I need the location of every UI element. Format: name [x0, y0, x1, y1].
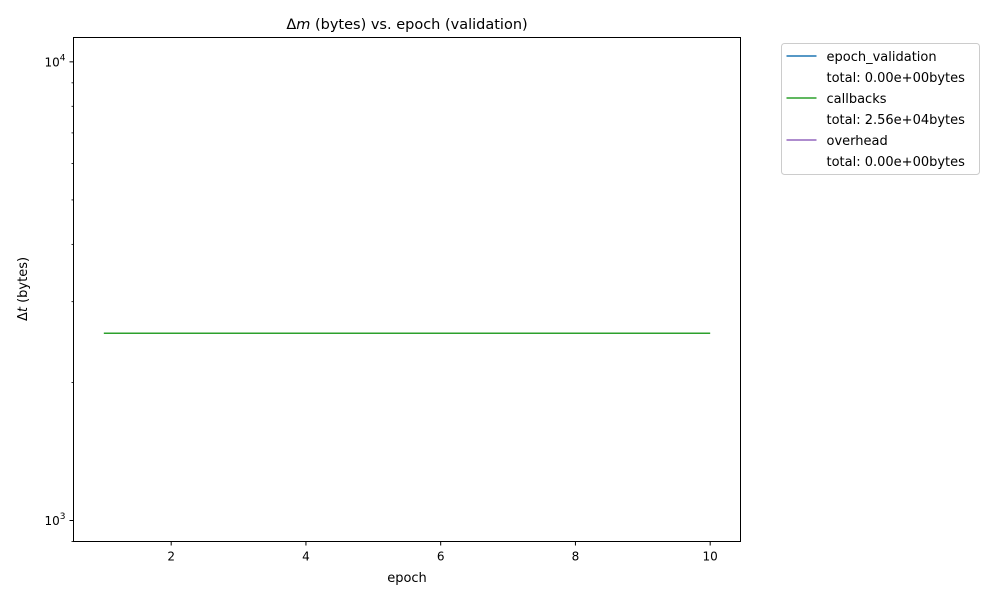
y-tick-label: 103 — [44, 512, 65, 528]
legend-total: total: 0.00e+00bytes — [827, 155, 966, 170]
legend-box — [781, 43, 980, 175]
x-tick-label: 8 — [572, 550, 580, 564]
x-tick-label: 2 — [167, 550, 175, 564]
plot-frame — [73, 37, 741, 542]
x-axis: 2 4 6 8 10 — [167, 541, 718, 564]
y-axis-label: Δt (bytes) — [16, 257, 31, 321]
legend-label: epoch_validation — [827, 50, 937, 65]
legend-total: total: 2.56e+04bytes — [827, 113, 966, 128]
x-axis-label: epoch — [387, 571, 427, 586]
x-tick-label: 6 — [437, 550, 445, 564]
chart-title: Δm (bytes) vs. epoch (validation) — [286, 17, 527, 33]
legend-label: callbacks — [827, 92, 887, 107]
legend-label: overhead — [827, 134, 888, 149]
y-axis: 103 104 — [44, 53, 74, 542]
y-tick-label: 104 — [44, 53, 65, 69]
legend: epoch_validation total: 0.00e+00bytes call… — [781, 43, 980, 175]
legend-total: total: 0.00e+00bytes — [827, 71, 966, 86]
x-tick-label: 10 — [703, 550, 718, 564]
x-tick-label: 4 — [302, 550, 310, 564]
